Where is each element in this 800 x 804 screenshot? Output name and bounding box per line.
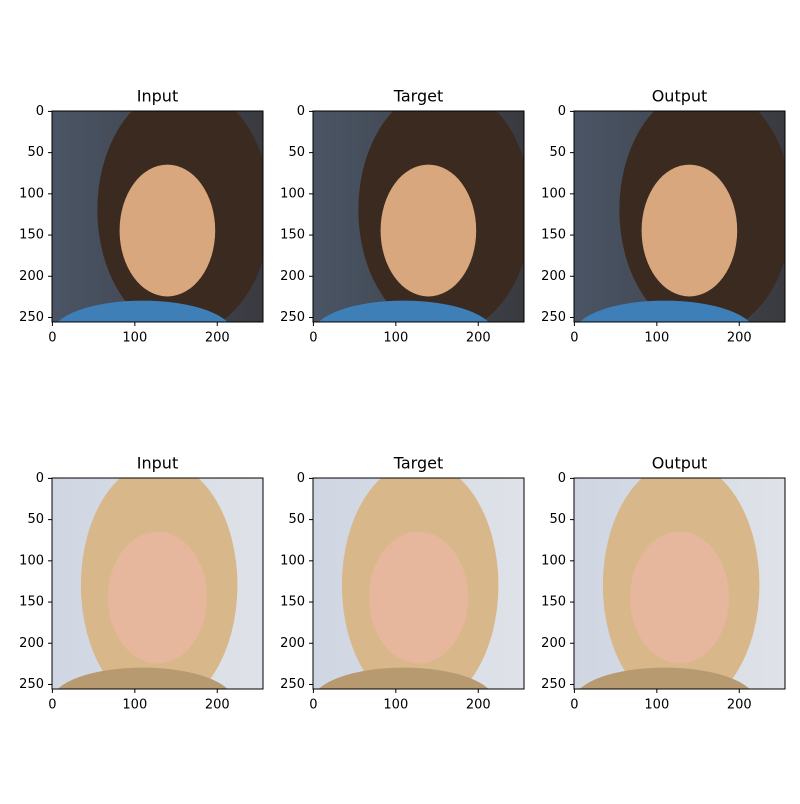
y-tick-label: 50	[27, 512, 44, 527]
image-face	[380, 164, 477, 297]
image	[313, 111, 524, 322]
y-tick-label: 50	[549, 512, 566, 527]
x-tick-label: 0	[570, 698, 578, 713]
y-tick-label: 100	[19, 186, 44, 201]
image	[313, 478, 524, 689]
axes-frame	[51, 110, 264, 323]
x-tick-label: 100	[122, 698, 147, 713]
x-tick-label: 200	[205, 331, 230, 346]
y-tick-label: 0	[36, 104, 44, 119]
y-tick-label: 0	[36, 471, 44, 486]
y-tick-label: 150	[280, 595, 305, 610]
axes-frame	[573, 110, 786, 323]
x-tick-label: 0	[570, 331, 578, 346]
x-tick-label: 200	[466, 331, 491, 346]
y-tick-label: 150	[280, 228, 305, 243]
y-tick-label: 100	[280, 186, 305, 201]
image	[52, 478, 263, 689]
y-tick-label: 200	[19, 636, 44, 651]
y-tick-label: 250	[19, 310, 44, 325]
y-tick-label: 50	[288, 145, 305, 160]
image	[52, 111, 263, 322]
y-tick-label: 250	[280, 310, 305, 325]
image-shirt	[318, 300, 489, 322]
y-tick-label: 100	[541, 553, 566, 568]
image-shirt	[579, 300, 750, 322]
x-tick-label: 200	[466, 698, 491, 713]
y-tick-label: 100	[541, 186, 566, 201]
axes-title: Input	[137, 87, 178, 106]
axes-title: Target	[393, 87, 444, 106]
axes-frame	[573, 477, 786, 690]
x-tick-label: 0	[48, 698, 56, 713]
y-tick-label: 250	[19, 677, 44, 692]
x-tick-label: 0	[309, 331, 317, 346]
y-tick-label: 200	[541, 269, 566, 284]
x-tick-label: 100	[644, 331, 669, 346]
image-shirt	[318, 667, 489, 689]
y-tick-label: 0	[297, 104, 305, 119]
y-tick-label: 50	[549, 145, 566, 160]
x-tick-label: 100	[644, 698, 669, 713]
image-shirt	[57, 667, 228, 689]
image-face	[630, 531, 729, 664]
y-tick-label: 100	[19, 553, 44, 568]
y-tick-label: 0	[558, 471, 566, 486]
y-tick-label: 200	[280, 636, 305, 651]
y-tick-label: 100	[280, 553, 305, 568]
y-tick-label: 150	[19, 595, 44, 610]
image-face	[369, 531, 468, 664]
image	[574, 478, 785, 689]
image-face	[108, 531, 207, 664]
y-tick-label: 200	[280, 269, 305, 284]
y-tick-label: 50	[27, 145, 44, 160]
y-tick-label: 150	[541, 228, 566, 243]
y-tick-label: 250	[541, 310, 566, 325]
axes-title: Input	[137, 454, 178, 473]
x-tick-label: 200	[727, 331, 752, 346]
y-tick-label: 250	[541, 677, 566, 692]
axes-title: Output	[652, 454, 708, 473]
image	[574, 111, 785, 322]
y-tick-label: 50	[288, 512, 305, 527]
axes-frame	[312, 477, 525, 690]
image-face	[641, 164, 738, 297]
x-tick-label: 100	[383, 331, 408, 346]
image-shirt	[57, 300, 228, 322]
axes-title: Target	[393, 454, 444, 473]
axes-frame	[312, 110, 525, 323]
axes-frame	[51, 477, 264, 690]
x-tick-label: 200	[205, 698, 230, 713]
x-tick-label: 0	[309, 698, 317, 713]
image-shirt	[579, 667, 750, 689]
y-tick-label: 200	[541, 636, 566, 651]
y-tick-label: 0	[558, 104, 566, 119]
x-tick-label: 200	[727, 698, 752, 713]
y-tick-label: 150	[541, 595, 566, 610]
x-tick-label: 100	[122, 331, 147, 346]
y-tick-label: 250	[280, 677, 305, 692]
y-tick-label: 200	[19, 269, 44, 284]
x-tick-label: 0	[48, 331, 56, 346]
x-tick-label: 100	[383, 698, 408, 713]
axes-title: Output	[652, 87, 708, 106]
y-tick-label: 150	[19, 228, 44, 243]
y-tick-label: 0	[297, 471, 305, 486]
image-face	[119, 164, 216, 297]
